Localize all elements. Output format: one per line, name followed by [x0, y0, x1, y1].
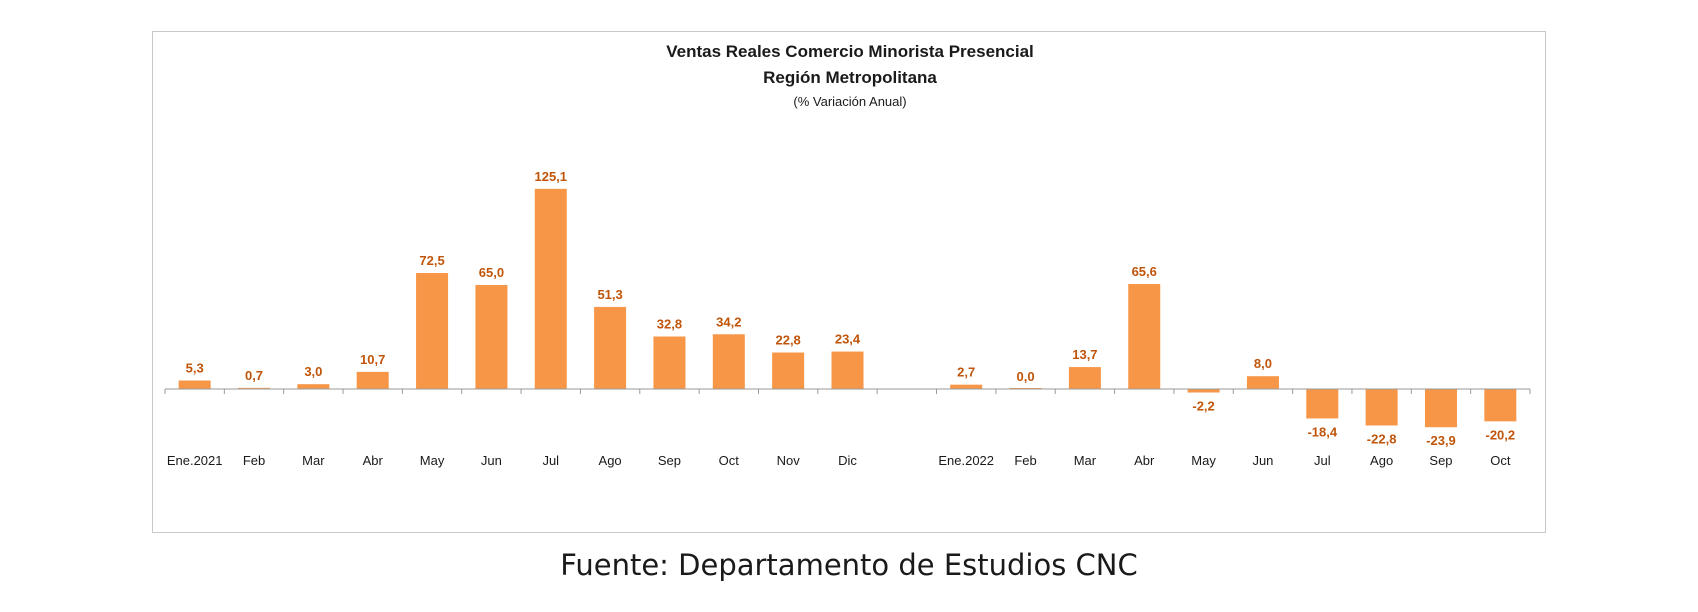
bar	[950, 384, 983, 389]
value-label: 13,7	[1072, 347, 1097, 362]
category-label: Ago	[1370, 453, 1393, 468]
category-label: Oct	[1490, 453, 1511, 468]
category-label: Feb	[1014, 453, 1036, 468]
category-label: Jun	[1252, 453, 1273, 468]
category-label: Feb	[243, 453, 265, 468]
category-label: Dic	[838, 453, 857, 468]
category-label: Sep	[1429, 453, 1452, 468]
bar	[178, 380, 211, 389]
bar	[1424, 389, 1457, 428]
category-label: Abr	[363, 453, 384, 468]
value-label: 0,7	[245, 368, 263, 383]
ticks-group	[164, 389, 1531, 394]
category-label: Sep	[658, 453, 681, 468]
bar	[475, 285, 508, 389]
category-label: Jul	[1314, 453, 1331, 468]
bar	[1128, 284, 1161, 389]
bar	[297, 384, 330, 389]
category-label: Oct	[719, 453, 740, 468]
value-label: 10,7	[360, 352, 385, 367]
category-label: Ene.2022	[938, 453, 994, 468]
value-label: 3,0	[304, 364, 322, 379]
category-label: Mar	[302, 453, 325, 468]
bar	[1306, 389, 1339, 419]
category-label: Ene.2021	[167, 453, 223, 468]
chart-subtitle: Región Metropolitana	[763, 68, 937, 87]
bar	[238, 387, 271, 389]
category-labels-group: Ene.2021 Feb Mar Abr May Jun Jul Ago Sep Oct Nov Di…	[167, 453, 1511, 468]
chart-svg: Ventas Reales Comercio Minorista Presenc…	[164, 42, 1531, 468]
source-note: Fuente: Departamento de Estudios CNC	[560, 548, 1138, 582]
value-label: 51,3	[597, 287, 622, 302]
bar	[712, 334, 745, 389]
bar	[534, 188, 567, 389]
value-label: -18,4	[1307, 424, 1337, 439]
bar	[356, 371, 389, 389]
value-label: 22,8	[775, 333, 800, 348]
chart-title: Ventas Reales Comercio Minorista Presenc…	[666, 42, 1034, 61]
bar	[1246, 376, 1279, 389]
value-label: 5,3	[186, 361, 204, 376]
value-label: 2,7	[957, 365, 975, 380]
category-label: May	[420, 453, 445, 468]
value-label: 8,0	[1254, 356, 1272, 371]
category-label: Jul	[542, 453, 559, 468]
value-label: -20,2	[1486, 427, 1516, 442]
category-label: Ago	[599, 453, 622, 468]
bar	[1068, 367, 1101, 389]
category-label: Abr	[1134, 453, 1155, 468]
category-label: Mar	[1074, 453, 1097, 468]
value-label: 34,2	[716, 314, 741, 329]
value-label: 23,4	[835, 332, 861, 347]
bars-group	[178, 188, 1517, 428]
value-labels-group: 5,3 0,7 3,0 10,7 72,5 65,0 125,1 51,3 32,8 34,2 22…	[186, 169, 1516, 448]
bar	[1484, 389, 1517, 422]
category-label: May	[1191, 453, 1216, 468]
value-label: 0,0	[1017, 369, 1035, 384]
value-label: 65,6	[1132, 264, 1157, 279]
value-label: -23,9	[1426, 433, 1456, 448]
category-label: Nov	[777, 453, 801, 468]
bar	[416, 273, 449, 389]
bar	[772, 352, 805, 389]
value-label: 65,0	[479, 265, 504, 280]
value-label: 125,1	[534, 169, 567, 184]
bar	[1187, 389, 1220, 393]
bar	[594, 306, 627, 389]
value-label: -22,8	[1367, 431, 1397, 446]
value-label: -2,2	[1192, 399, 1214, 414]
value-label: 32,8	[657, 317, 682, 332]
category-label: Jun	[481, 453, 502, 468]
bar	[1365, 389, 1398, 426]
chart-frame: Ventas Reales Comercio Minorista Presenc…	[152, 31, 1546, 533]
value-label: 72,5	[419, 253, 444, 268]
bar	[653, 336, 686, 389]
bar	[831, 351, 864, 389]
chart-unit-note: (% Variación Anual)	[793, 94, 906, 109]
